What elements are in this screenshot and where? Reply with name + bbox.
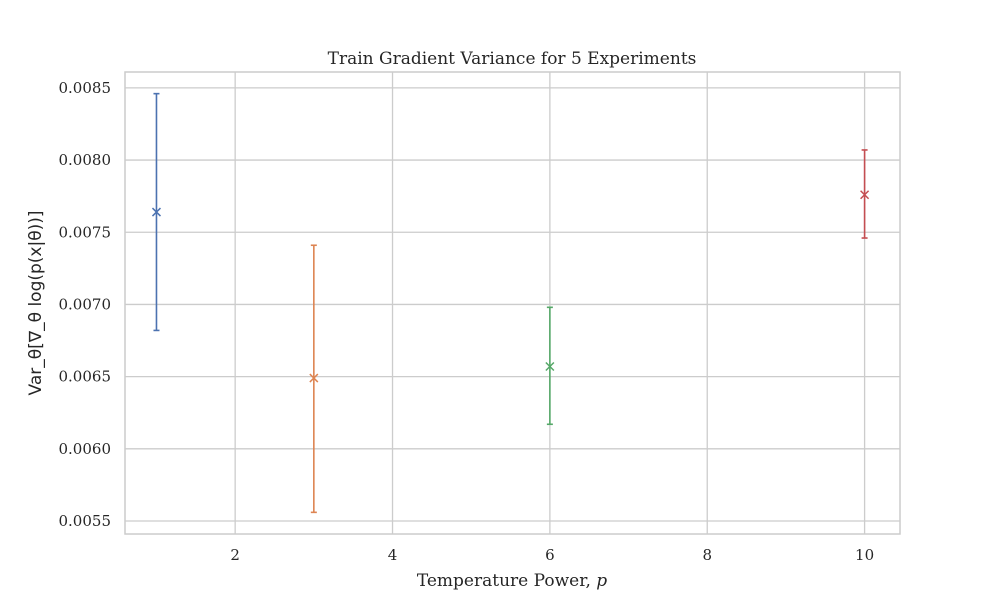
y-tick-label: 0.0075	[59, 223, 112, 241]
chart-title: Train Gradient Variance for 5 Experiment…	[328, 49, 697, 69]
y-axis-label: Var_θ[∇_θ log(p(x|θ))]	[26, 211, 46, 396]
x-marker-stroke	[309, 373, 319, 383]
grid	[125, 72, 900, 534]
data-point-group	[151, 92, 162, 332]
plot-border	[124, 71, 901, 535]
data-point-group	[545, 306, 555, 426]
y-tick-label: 0.0080	[59, 151, 112, 169]
x-marker	[860, 190, 870, 200]
y-tick-label: 0.0065	[59, 368, 112, 386]
x-axis-label-prefix: Temperature Power,	[417, 571, 596, 591]
y-tick-label: 0.0070	[59, 295, 112, 313]
x-marker	[545, 361, 555, 372]
x-tick-label: 2	[230, 546, 240, 564]
x-marker-stroke	[151, 207, 162, 217]
plot-frame	[124, 71, 901, 535]
x-marker-stroke	[545, 361, 555, 372]
x-axis-label: Temperature Power, p	[417, 571, 607, 591]
tick-labels: 2 4 6 8 10 0.0055 0.0060 0.0065 0.0070 0.0075 0.00…	[59, 79, 875, 564]
x-tick-label: 10	[855, 546, 874, 564]
data-point-group	[309, 244, 319, 514]
x-marker	[309, 373, 319, 383]
x-marker	[151, 207, 162, 217]
x-tick-label: 6	[545, 546, 555, 564]
x-marker-stroke	[860, 190, 870, 200]
x-tick-label: 8	[702, 546, 712, 564]
y-tick-label: 0.0060	[59, 440, 112, 458]
x-axis-label-variable: p	[596, 571, 607, 591]
x-tick-label: 4	[388, 546, 398, 564]
y-tick-label: 0.0055	[59, 512, 112, 530]
y-tick-label: 0.0085	[59, 79, 112, 97]
data-points	[151, 92, 870, 514]
data-point-group	[860, 149, 870, 239]
